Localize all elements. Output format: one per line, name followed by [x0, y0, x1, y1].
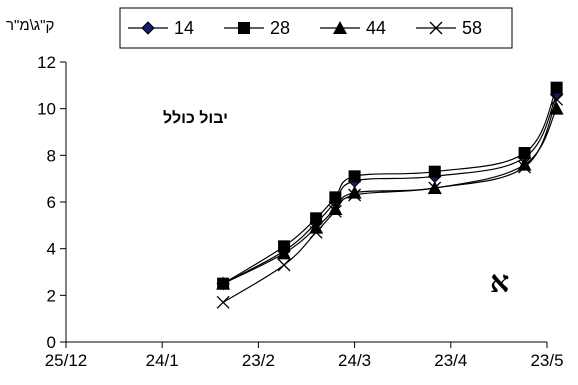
- x-marker-stroke: [328, 204, 342, 218]
- legend-label: 58: [462, 18, 482, 38]
- x-marker-stroke: [348, 188, 362, 202]
- series-58: [216, 92, 564, 309]
- x-marker-stroke: [277, 258, 291, 272]
- legend: 14 28 44 58: [119, 7, 513, 49]
- data-point: [329, 191, 342, 204]
- x-tick-label: 24/1: [146, 351, 179, 370]
- legend-label: 28: [270, 18, 290, 38]
- x-marker-stroke: [518, 160, 532, 174]
- x-marker-stroke: [550, 92, 564, 106]
- y-tick-label: 0: [47, 333, 56, 352]
- data-point: [216, 295, 230, 309]
- legend-label: 44: [366, 18, 386, 38]
- legend-marker: [333, 21, 347, 34]
- axes: [60, 61, 548, 348]
- data-point: [310, 212, 323, 225]
- data-point: [518, 160, 532, 174]
- legend-item: 14: [128, 18, 194, 38]
- data-point: [348, 170, 361, 183]
- y-tick-label: 8: [47, 146, 56, 165]
- y-axis-label: ק"ג\מ"ר: [6, 17, 54, 34]
- data-point: [517, 157, 532, 171]
- data-point: [309, 225, 323, 239]
- legend-item: 28: [224, 18, 290, 38]
- data-point: [550, 81, 563, 94]
- series-layer: [216, 81, 564, 309]
- data-point: [309, 220, 324, 234]
- x-tick-label: 24/3: [338, 351, 371, 370]
- y-tick-label: 12: [37, 53, 56, 72]
- data-point: [216, 276, 231, 290]
- x-tick-label: 23/5: [530, 351, 563, 370]
- y-tick-label: 6: [47, 193, 56, 212]
- x-marker-stroke: [216, 295, 230, 309]
- series-28: [217, 81, 563, 290]
- legend-item: 58: [416, 18, 482, 38]
- data-point: [428, 181, 442, 195]
- legend-marker: [141, 21, 155, 35]
- x-marker-stroke: [309, 225, 323, 239]
- legend-label: 14: [174, 18, 194, 38]
- series-14: [216, 87, 564, 291]
- legend-marker: [429, 21, 443, 35]
- series-line: [222, 94, 558, 285]
- chart-annotation: יבול כולל: [163, 109, 228, 127]
- y-tick-label: 4: [47, 240, 56, 259]
- data-point: [328, 202, 343, 215]
- data-point: [550, 92, 564, 106]
- x-marker-stroke: [429, 21, 443, 35]
- data-point: [277, 246, 292, 260]
- tick-labels: 0 2 4 6 8 10 12 25/12 24/1 23/2 24/3 23/4 23/5: [37, 53, 563, 370]
- panel-label: א: [490, 265, 509, 300]
- series-line: [222, 87, 558, 285]
- data-point: [277, 258, 291, 272]
- data-point: [348, 188, 362, 202]
- series-44: [216, 101, 564, 290]
- data-point: [518, 147, 531, 159]
- data-point: [328, 204, 342, 218]
- x-marker-stroke: [428, 181, 442, 195]
- y-tick-label: 10: [37, 100, 56, 119]
- x-tick-label: 25/12: [45, 351, 88, 370]
- legend-item: 44: [320, 18, 386, 38]
- x-tick-label: 23/2: [242, 351, 275, 370]
- legend-marker: [238, 22, 250, 34]
- x-tick-label: 23/4: [434, 351, 467, 370]
- y-tick-label: 2: [47, 286, 56, 305]
- data-point: [428, 165, 441, 178]
